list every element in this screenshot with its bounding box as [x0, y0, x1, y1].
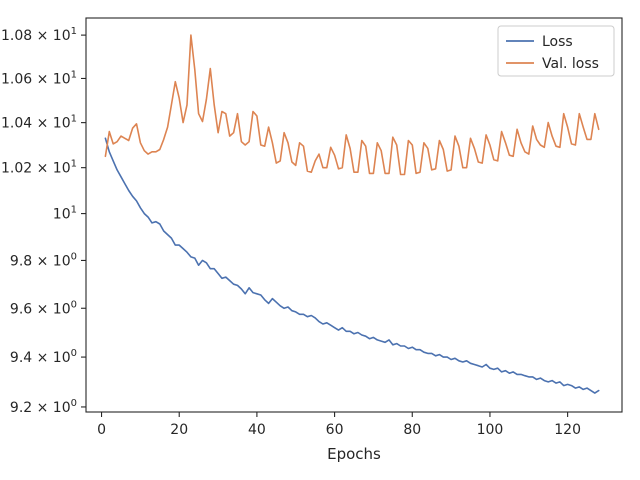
y-tick-label: 101 — [53, 205, 77, 223]
axes-frame — [85, 17, 623, 413]
y-tick-label: 9.4 × 100 — [10, 348, 77, 366]
x-tick-label: 120 — [554, 422, 581, 438]
series-line-loss — [104, 137, 600, 394]
x-tick-label: 40 — [248, 422, 266, 438]
x-axis: 0 20 40 60 80 100 120 — [97, 412, 581, 438]
y-tick-label: 9.6 × 100 — [10, 299, 77, 317]
legend-label: Loss — [542, 34, 573, 50]
x-axis-label: Epochs — [327, 445, 381, 463]
x-tick-label: 80 — [403, 422, 421, 438]
series-line-val-loss — [104, 34, 600, 176]
y-tick-label: 9.2 × 100 — [10, 398, 77, 416]
y-tick-label: 1.06 × 101 — [1, 69, 77, 87]
legend: Loss Val. loss — [497, 25, 615, 77]
y-tick-label: 9.8 × 100 — [10, 251, 77, 269]
y-tick-label: 1.02 × 101 — [1, 159, 77, 177]
x-tick-label: 20 — [170, 422, 188, 438]
series-lines — [104, 34, 600, 394]
y-axis: 9.2 × 100 9.4 × 100 9.6 × 100 9.8 × 100 101 1… — [1, 26, 86, 416]
y-tick-label: 1.04 × 101 — [1, 114, 77, 132]
y-tick-label: 1.08 × 101 — [1, 26, 77, 44]
x-tick-label: 0 — [97, 422, 106, 438]
x-tick-label: 60 — [326, 422, 344, 438]
legend-label: Val. loss — [542, 56, 599, 72]
x-tick-label: 100 — [477, 422, 504, 438]
